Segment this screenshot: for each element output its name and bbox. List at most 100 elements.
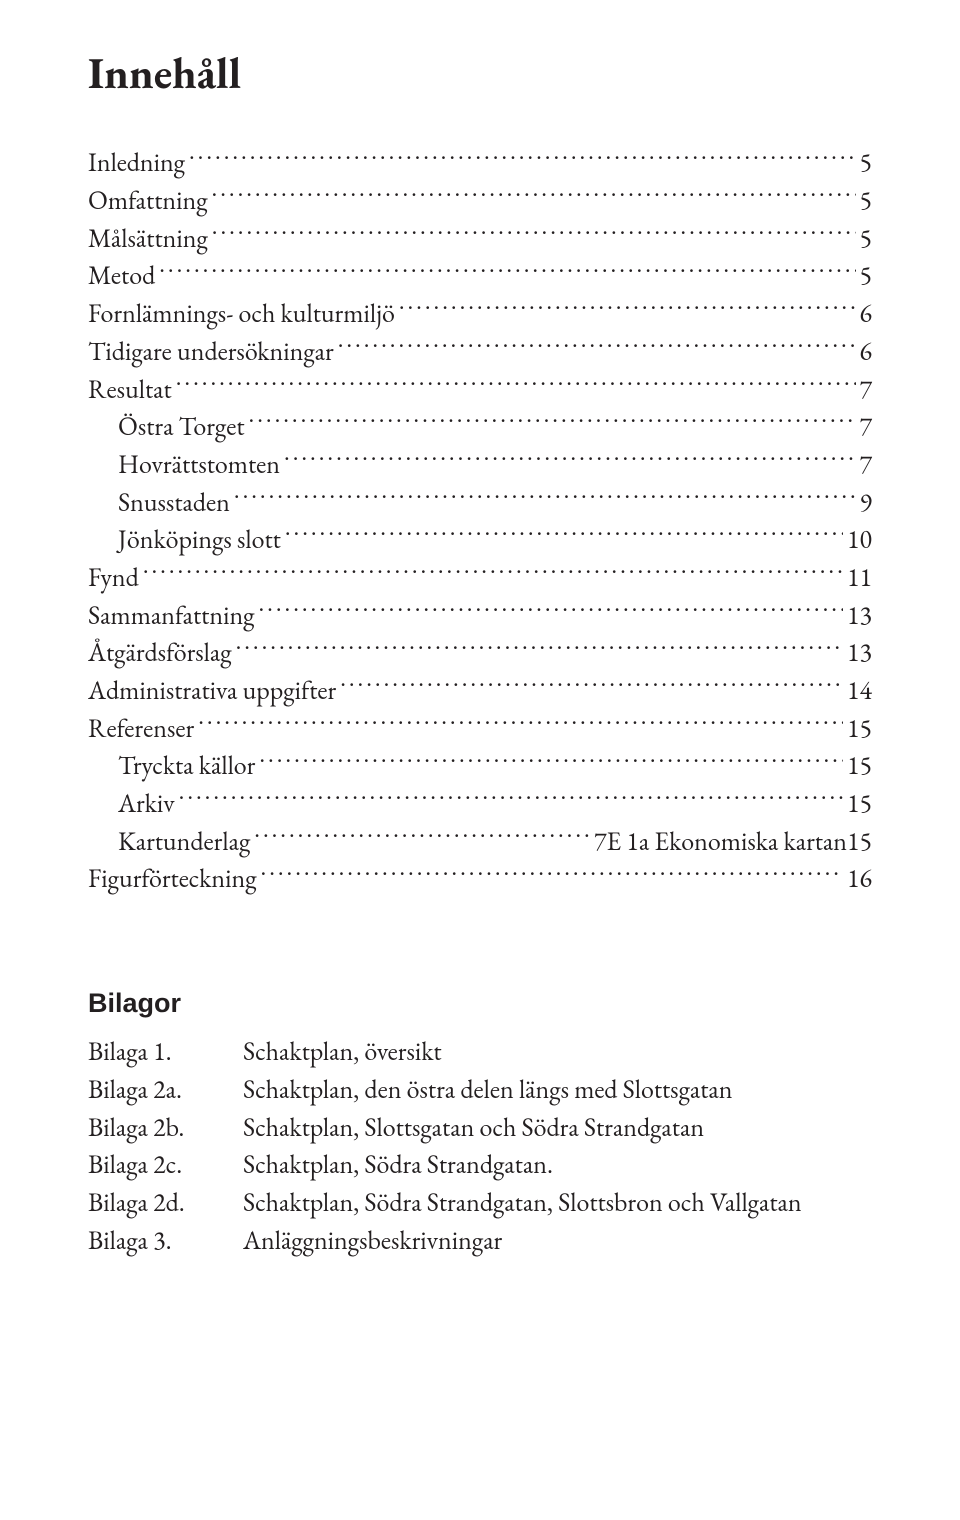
toc-label: Hovrättstomten (118, 446, 280, 484)
toc-row: Figurförteckning 16 (88, 860, 872, 898)
toc-page-number: 11 (847, 559, 872, 597)
toc-page-number: 13 (847, 634, 872, 672)
toc-leader-dots (259, 748, 843, 774)
toc-row: Resultat 7 (88, 371, 872, 409)
toc-leader-dots (254, 824, 590, 850)
toc-page-number: 5 (860, 144, 872, 182)
toc-label: Sammanfattning (88, 597, 254, 635)
bilaga-row: Bilaga 2d.Schaktplan, Södra Strandgatan,… (88, 1184, 872, 1222)
toc-row: Tidigare undersökningar 6 (88, 333, 872, 371)
toc-page-number: 16 (847, 860, 872, 898)
toc-label: Inledning (88, 144, 185, 182)
toc-page-number: 15 (847, 823, 872, 861)
toc-leader-dots (179, 786, 843, 812)
bilaga-description: Schaktplan, översikt (243, 1033, 872, 1071)
toc-row: Administrativa uppgifter 14 (88, 672, 872, 710)
toc-label: Målsättning (88, 220, 208, 258)
toc-leader-dots (261, 861, 844, 887)
toc-page-number: 15 (847, 785, 872, 823)
toc-label: Kartunderlag (118, 823, 250, 861)
toc-leader-dots (340, 673, 843, 699)
toc-leader-dots (198, 711, 843, 737)
toc-label: Snusstaden (118, 484, 230, 522)
toc-suffix: 7E 1a Ekonomiska kartan (594, 823, 847, 861)
toc-row: Hovrättstomten 7 (88, 446, 872, 484)
bilaga-description: Schaktplan, den östra delen längs med Sl… (243, 1071, 872, 1109)
bilaga-row: Bilaga 2b.Schaktplan, Slottsgatan och Sö… (88, 1109, 872, 1147)
toc-label: Omfattning (88, 182, 208, 220)
toc-label: Metod (88, 257, 155, 295)
toc-row: Fynd 11 (88, 559, 872, 597)
bilaga-description: Schaktplan, Södra Strandgatan. (243, 1146, 872, 1184)
bilaga-label: Bilaga 2b. (88, 1109, 243, 1147)
toc-leader-dots (212, 221, 856, 247)
toc-leader-dots (212, 183, 856, 209)
toc-leader-dots (234, 485, 856, 511)
bilaga-row: Bilaga 2c.Schaktplan, Södra Strandgatan. (88, 1146, 872, 1184)
bilaga-row: Bilaga 2a.Schaktplan, den östra delen lä… (88, 1071, 872, 1109)
bilagor-heading: Bilagor (88, 988, 872, 1019)
bilaga-label: Bilaga 2d. (88, 1184, 243, 1222)
toc-row: Metod 5 (88, 257, 872, 295)
toc-row: Östra Torget 7 (88, 408, 872, 446)
toc-label: Fornlämnings- och kulturmiljö (88, 295, 395, 333)
toc-leader-dots (338, 334, 856, 360)
toc-page-number: 9 (860, 484, 872, 522)
toc-row: Arkiv 15 (88, 785, 872, 823)
toc-label: Resultat (88, 371, 172, 409)
toc-page-number: 7 (860, 446, 872, 484)
toc-row: Sammanfattning 13 (88, 597, 872, 635)
toc-page-number: 6 (860, 295, 872, 333)
toc-row: Tryckta källor 15 (88, 747, 872, 785)
bilaga-description: Anläggningsbeskrivningar (243, 1222, 872, 1260)
toc-row: Åtgärdsförslag 13 (88, 634, 872, 672)
bilaga-label: Bilaga 1. (88, 1033, 243, 1071)
toc-leader-dots (143, 560, 843, 586)
toc-page-number: 13 (847, 597, 872, 635)
toc-row: Jönköpings slott10 (88, 521, 872, 559)
bilaga-row: Bilaga 1.Schaktplan, översikt (88, 1033, 872, 1071)
toc-row: Referenser 15 (88, 710, 872, 748)
bilaga-description: Schaktplan, Södra Strandgatan, Slottsbro… (243, 1184, 872, 1222)
toc-label: Åtgärdsförslag (88, 634, 232, 672)
toc-page-number: 15 (847, 747, 872, 785)
toc-leader-dots (189, 145, 856, 171)
toc-page-number: 5 (860, 220, 872, 258)
toc-page-number: 15 (847, 710, 872, 748)
toc-label: Figurförteckning (88, 860, 257, 898)
toc-page-number: 5 (860, 182, 872, 220)
toc-leader-dots (399, 296, 856, 322)
toc-leader-dots (236, 635, 843, 661)
toc-row: Fornlämnings- och kulturmiljö 6 (88, 295, 872, 333)
toc-page-number: 6 (860, 333, 872, 371)
page-title: Innehåll (88, 50, 872, 98)
toc-label: Administrativa uppgifter (88, 672, 336, 710)
toc-leader-dots (159, 258, 855, 284)
toc-label: Fynd (88, 559, 139, 597)
toc-label: Jönköpings slott (118, 521, 281, 559)
toc-leader-dots (249, 409, 856, 435)
toc-leader-dots (285, 522, 843, 548)
bilaga-label: Bilaga 2a. (88, 1071, 243, 1109)
toc-label: Tryckta källor (118, 747, 255, 785)
bilagor-list: Bilaga 1.Schaktplan, översiktBilaga 2a.S… (88, 1033, 872, 1259)
toc-label: Arkiv (118, 785, 175, 823)
toc-row: Omfattning 5 (88, 182, 872, 220)
toc-label: Referenser (88, 710, 194, 748)
toc-page-number: 14 (847, 672, 872, 710)
table-of-contents: Inledning5Omfattning5Målsättning5Metod5F… (88, 144, 872, 898)
toc-page-number: 7 (860, 408, 872, 446)
toc-page-number: 7 (860, 371, 872, 409)
bilaga-row: Bilaga 3.Anläggningsbeskrivningar (88, 1222, 872, 1260)
toc-label: Tidigare undersökningar (88, 333, 334, 371)
toc-page-number: 5 (860, 257, 872, 295)
toc-row: Snusstaden 9 (88, 484, 872, 522)
bilaga-description: Schaktplan, Slottsgatan och Södra Strand… (243, 1109, 872, 1147)
toc-label: Östra Torget (118, 408, 245, 446)
toc-leader-dots (284, 447, 856, 473)
toc-row: Målsättning 5 (88, 220, 872, 258)
toc-row: Kartunderlag 7E 1a Ekonomiska kartan 15 (88, 823, 872, 861)
bilaga-label: Bilaga 3. (88, 1222, 243, 1260)
bilaga-label: Bilaga 2c. (88, 1146, 243, 1184)
toc-leader-dots (258, 598, 843, 624)
